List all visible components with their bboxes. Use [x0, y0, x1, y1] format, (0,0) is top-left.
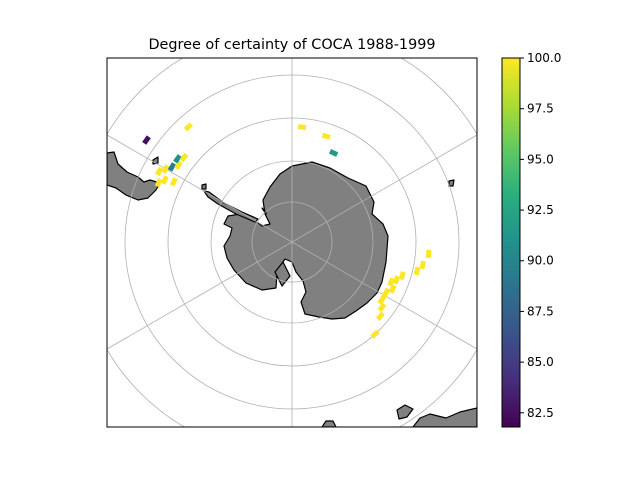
certainty-point — [173, 154, 182, 164]
certainty-point — [155, 166, 164, 177]
certainty-point — [370, 329, 380, 339]
land — [107, 151, 477, 427]
colorbar: 82.5 85.0 87.5 90.0 92.5 95.0 97.5 100.0 — [501, 51, 561, 428]
meridian-60 — [291, 134, 477, 243]
colorbar-tick-label: 90.0 — [527, 254, 554, 268]
certainty-point — [183, 122, 194, 132]
meridian-120 — [291, 241, 477, 350]
colorbar-tick-label: 100.0 — [527, 51, 561, 65]
colorbar-ticks: 82.5 85.0 87.5 90.0 92.5 95.0 97.5 100.0 — [520, 51, 561, 420]
colorbar-tick-label: 92.5 — [527, 203, 554, 217]
kerguelen — [448, 179, 455, 187]
certainty-point — [377, 302, 387, 313]
australia-south — [412, 407, 477, 427]
certainty-point — [388, 284, 397, 294]
certainty-point — [387, 277, 395, 287]
certainty-point — [425, 249, 432, 259]
certainty-point — [154, 178, 163, 188]
tasmania — [396, 404, 414, 420]
chart-title: Degree of certainty of COCA 1988-1999 — [148, 37, 435, 53]
colorbar-tick-label: 82.5 — [527, 406, 554, 420]
certainty-point — [398, 271, 406, 281]
colorbar-tick-label: 95.0 — [527, 152, 554, 166]
certainty-point — [392, 275, 401, 285]
south-georgia — [201, 183, 207, 190]
certainty-point — [142, 135, 151, 145]
colorbar-tick-label: 97.5 — [527, 102, 554, 116]
certainty-point — [169, 177, 178, 187]
certainty-point — [321, 132, 331, 140]
colorbar-tick-label: 87.5 — [527, 304, 554, 318]
certainty-point — [174, 160, 183, 171]
ross-ice-inlet — [274, 261, 291, 287]
certainty-point — [297, 124, 307, 130]
certainty-point — [167, 162, 177, 172]
colorbar-tick-label: 85.0 — [527, 355, 554, 369]
map-frame — [106, 57, 478, 428]
certainty-point — [161, 164, 170, 174]
meridian-neg60 — [107, 134, 293, 243]
new-zealand — [321, 420, 337, 427]
colorbar-gradient — [501, 57, 521, 428]
certainty-point — [160, 175, 169, 185]
certainty-point — [377, 295, 386, 305]
certainty-point — [419, 260, 426, 270]
certainty-point — [328, 148, 339, 157]
meridian-neg120 — [107, 241, 293, 350]
certainty-point — [375, 311, 385, 321]
certainty-point — [413, 266, 421, 276]
certainty-points — [142, 122, 432, 339]
graticule — [107, 58, 477, 427]
certainty-point — [179, 152, 189, 163]
map-area — [107, 58, 477, 427]
